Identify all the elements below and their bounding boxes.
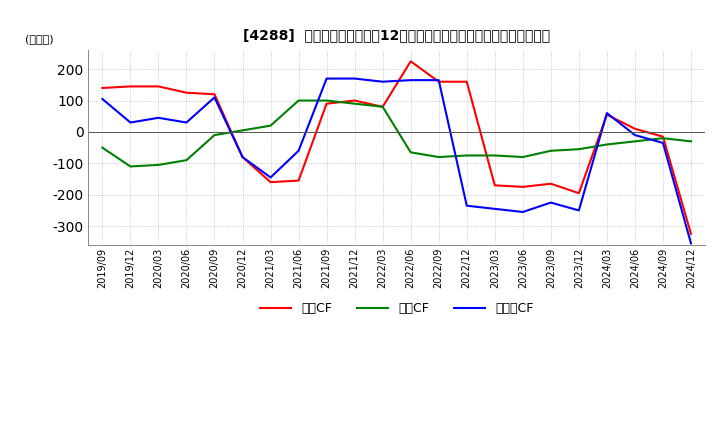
営業CF	[659, 134, 667, 139]
営業CF	[98, 85, 107, 91]
フリーCF	[434, 77, 443, 83]
投資CF	[603, 142, 611, 147]
営業CF	[238, 154, 247, 160]
営業CF	[434, 79, 443, 84]
Line: 営業CF: 営業CF	[102, 61, 691, 234]
投資CF	[294, 98, 303, 103]
投資CF	[462, 153, 471, 158]
フリーCF	[294, 148, 303, 154]
投資CF	[238, 128, 247, 133]
営業CF	[154, 84, 163, 89]
投資CF	[518, 154, 527, 160]
投資CF	[659, 136, 667, 141]
投資CF	[490, 153, 499, 158]
営業CF	[126, 84, 135, 89]
Line: フリーCF: フリーCF	[102, 79, 691, 243]
投資CF	[631, 139, 639, 144]
営業CF	[462, 79, 471, 84]
営業CF	[266, 180, 275, 185]
営業CF	[575, 191, 583, 196]
Legend: 営業CF, 投資CF, フリーCF: 営業CF, 投資CF, フリーCF	[255, 297, 539, 320]
営業CF	[603, 112, 611, 117]
投資CF	[546, 148, 555, 154]
投資CF	[575, 147, 583, 152]
フリーCF	[546, 200, 555, 205]
営業CF	[182, 90, 191, 95]
投資CF	[154, 162, 163, 168]
フリーCF	[351, 76, 359, 81]
フリーCF	[266, 175, 275, 180]
フリーCF	[323, 76, 331, 81]
営業CF	[631, 126, 639, 132]
営業CF	[351, 98, 359, 103]
投資CF	[126, 164, 135, 169]
営業CF	[518, 184, 527, 190]
フリーCF	[490, 206, 499, 212]
投資CF	[351, 101, 359, 106]
営業CF	[378, 104, 387, 110]
Y-axis label: (百万円): (百万円)	[24, 34, 53, 44]
フリーCF	[406, 77, 415, 83]
営業CF	[687, 231, 696, 237]
Line: 投資CF: 投資CF	[102, 101, 691, 166]
フリーCF	[210, 95, 219, 100]
投資CF	[210, 132, 219, 138]
フリーCF	[575, 208, 583, 213]
営業CF	[294, 178, 303, 183]
フリーCF	[518, 209, 527, 215]
フリーCF	[378, 79, 387, 84]
フリーCF	[238, 154, 247, 160]
投資CF	[378, 104, 387, 110]
営業CF	[546, 181, 555, 187]
投資CF	[182, 158, 191, 163]
フリーCF	[98, 96, 107, 102]
投資CF	[687, 139, 696, 144]
フリーCF	[603, 110, 611, 116]
投資CF	[266, 123, 275, 128]
フリーCF	[631, 132, 639, 138]
営業CF	[406, 59, 415, 64]
投資CF	[323, 98, 331, 103]
フリーCF	[462, 203, 471, 209]
投資CF	[434, 154, 443, 160]
営業CF	[210, 92, 219, 97]
投資CF	[406, 150, 415, 155]
営業CF	[323, 101, 331, 106]
営業CF	[490, 183, 499, 188]
投資CF	[98, 145, 107, 150]
フリーCF	[659, 140, 667, 146]
フリーCF	[154, 115, 163, 121]
Title: [4288]  キャッシュフローの12か月移動合計の対前年同期増減額の推移: [4288] キャッシュフローの12か月移動合計の対前年同期増減額の推移	[243, 28, 550, 42]
フリーCF	[182, 120, 191, 125]
フリーCF	[687, 241, 696, 246]
フリーCF	[126, 120, 135, 125]
